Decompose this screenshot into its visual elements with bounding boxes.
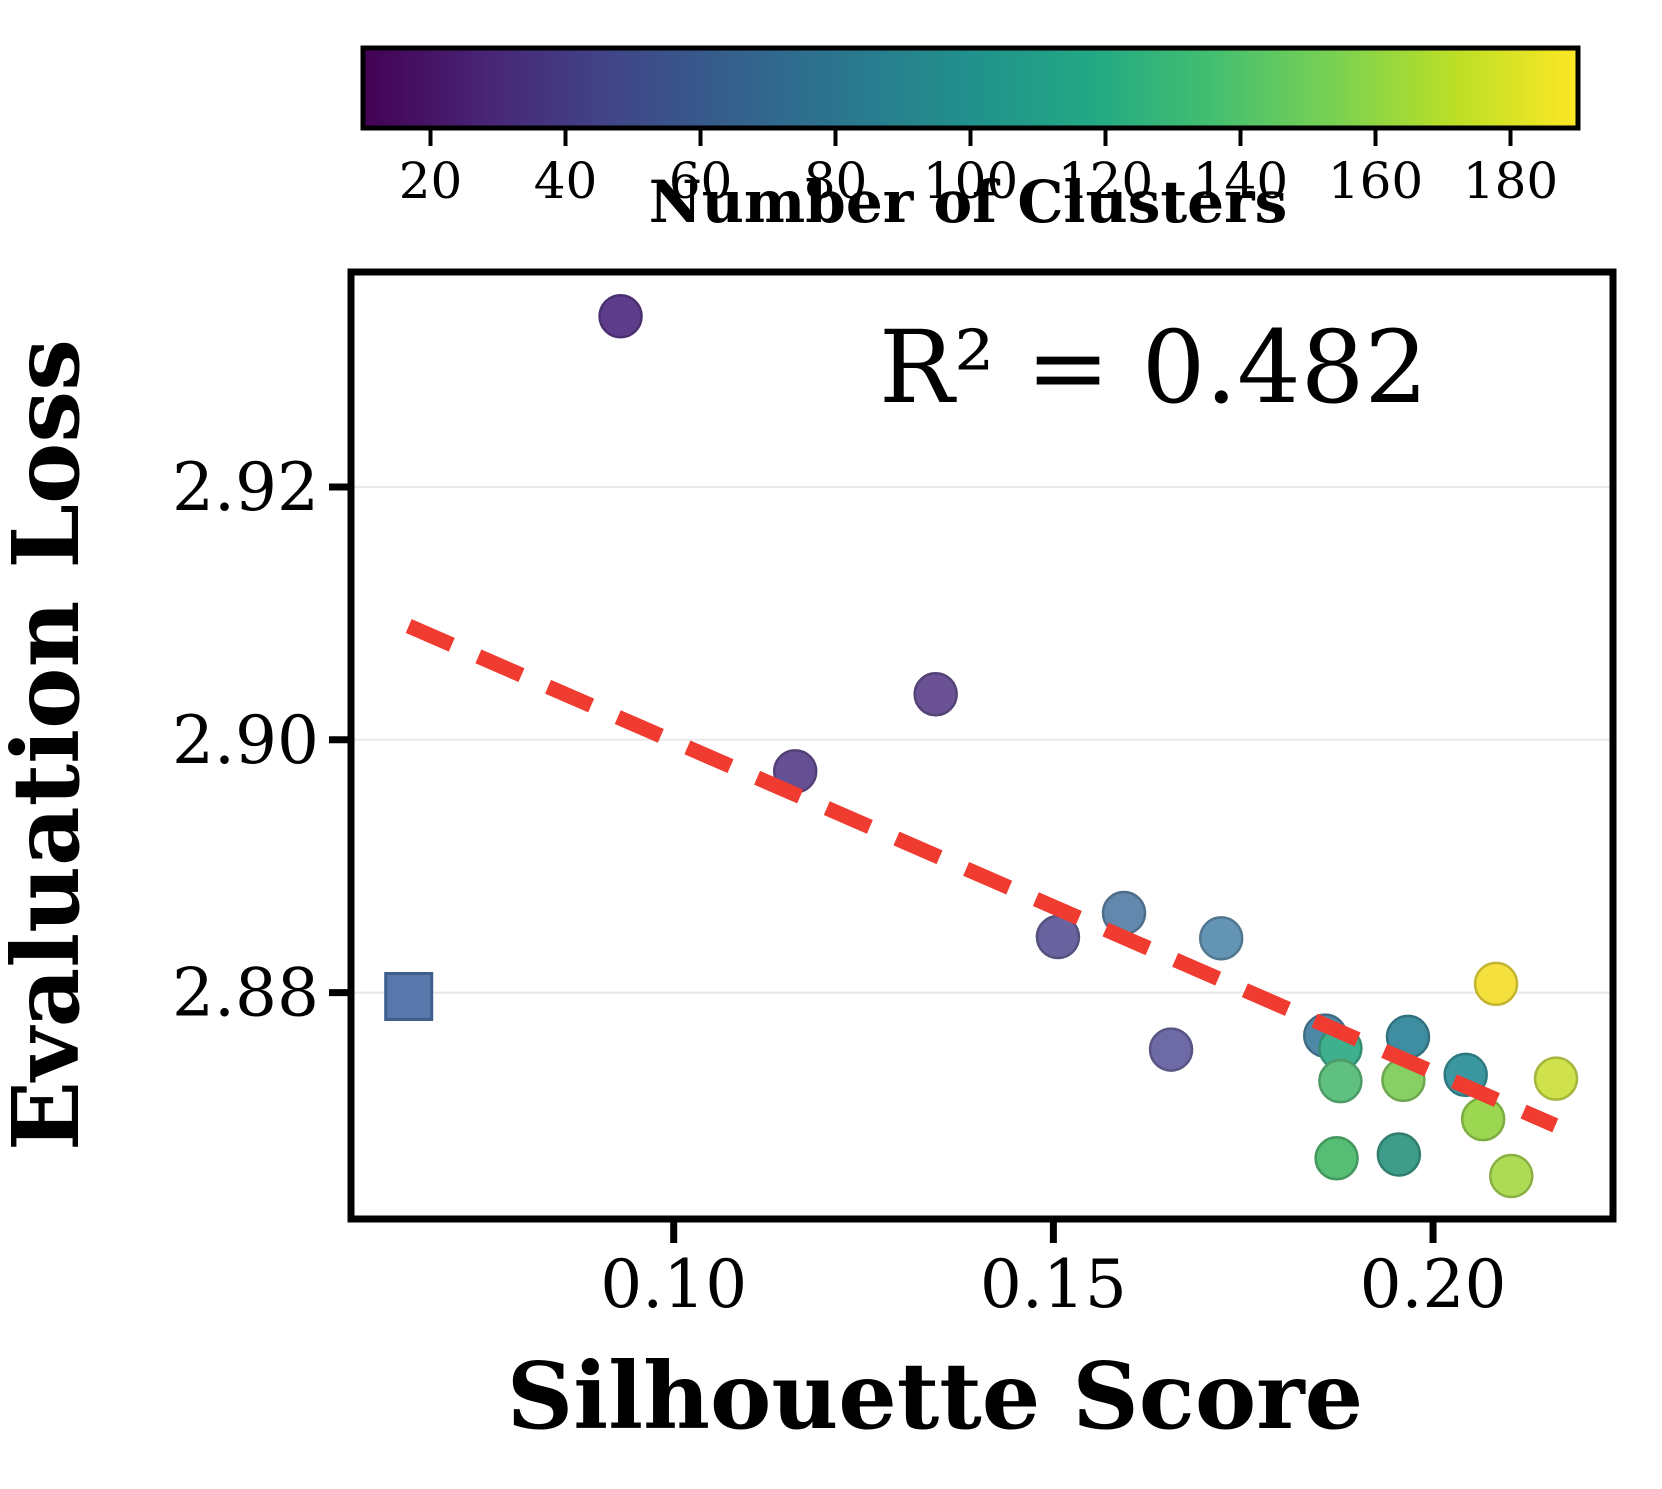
- colorbar-bar: [360, 45, 1581, 131]
- gridlines: [354, 485, 1610, 994]
- data-point: [913, 672, 958, 717]
- data-point: [598, 294, 643, 339]
- colorbar-label: Number of Clusters: [649, 168, 1288, 236]
- colorbar-tick-label: 20: [399, 152, 463, 210]
- x-tick-label: 0.20: [1360, 1246, 1507, 1323]
- x-axis-label: Silhouette Score: [507, 1342, 1363, 1450]
- colorbar: 20 40 60 80 100 120 140 160 180: [360, 45, 1581, 210]
- x-axis-ticks: 0.10 0.15 0.20: [600, 1219, 1507, 1323]
- colorbar-tick-label: 40: [534, 152, 598, 210]
- colorbar-tick-label: 140: [1193, 152, 1288, 210]
- colorbar-tick-label: 160: [1328, 152, 1423, 210]
- data-point: [1489, 1153, 1534, 1199]
- data-point: [1314, 1136, 1359, 1181]
- y-tick-label: 2.90: [172, 702, 319, 779]
- y-axis-ticks: 2.92 2.90 2.88: [172, 449, 351, 1032]
- colorbar-tick-label: 100: [923, 152, 1018, 210]
- baseline-square-marker: [384, 971, 434, 1021]
- plot-border: [347, 268, 1617, 1223]
- colorbar-tick-label: 180: [1463, 152, 1558, 210]
- data-point: [1198, 916, 1244, 961]
- data-point: [1473, 961, 1519, 1007]
- data-point: [1533, 1056, 1579, 1101]
- x-tick-label: 0.15: [980, 1246, 1127, 1323]
- x-tick-label: 0.10: [600, 1246, 747, 1323]
- data-point: [1318, 1058, 1363, 1104]
- data-point: [1376, 1132, 1422, 1177]
- y-tick-label: 2.88: [172, 955, 319, 1032]
- colorbar-tick-label: 60: [669, 152, 733, 210]
- colorbar-tick-label: 120: [1058, 152, 1153, 210]
- colorbar-tick-label: 80: [804, 152, 868, 210]
- data-point: [1148, 1027, 1194, 1072]
- trendline-dashed: [405, 619, 1559, 1133]
- y-axis-label: Evaluation Loss: [0, 339, 100, 1151]
- y-tick-label: 2.92: [172, 449, 319, 526]
- r-squared-annotation: R² = 0.482: [879, 309, 1428, 426]
- data-point: [1460, 1096, 1506, 1142]
- trendline: [405, 619, 1559, 1133]
